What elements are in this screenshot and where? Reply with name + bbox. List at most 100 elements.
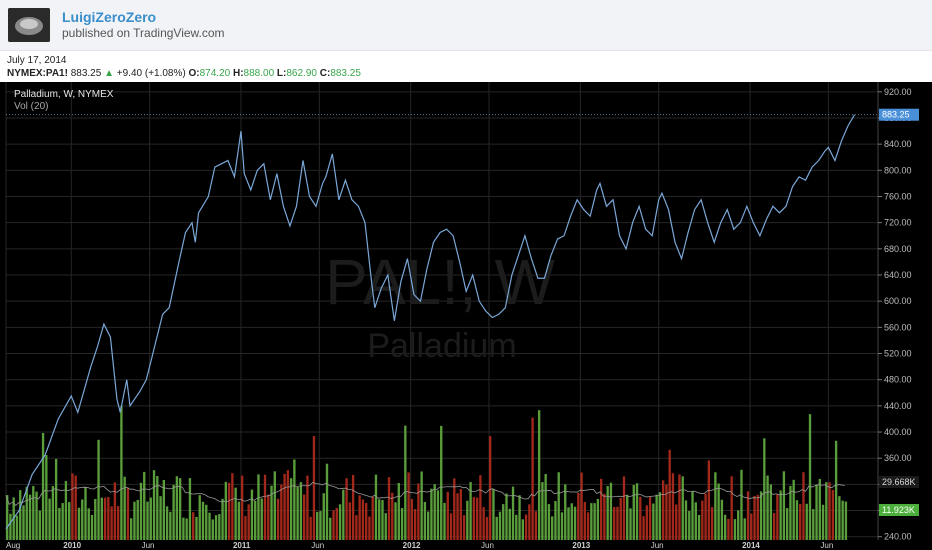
volume-bar	[270, 485, 273, 540]
price-tick-label: 480.00	[884, 375, 912, 385]
volume-bar	[25, 486, 28, 540]
volume-bar	[130, 518, 133, 540]
volume-bar	[302, 494, 306, 540]
volume-bar	[32, 486, 35, 540]
volume-bar	[808, 414, 812, 540]
price-tick-label: 400.00	[884, 427, 912, 437]
author-avatar[interactable]	[8, 8, 50, 42]
volume-bar	[622, 476, 626, 540]
volume-bar	[485, 516, 489, 540]
volume-bar	[772, 513, 776, 540]
volume-bar	[635, 483, 639, 540]
low-value: 862.90	[286, 68, 317, 79]
volume-bar	[407, 472, 410, 540]
volume-bar	[15, 515, 19, 540]
time-tick-label: Jun	[481, 541, 494, 550]
volume-bar	[364, 503, 368, 540]
price-line	[5, 114, 856, 530]
volume-bar	[394, 502, 397, 540]
volume-bar	[110, 506, 113, 540]
volume-bar	[54, 458, 58, 540]
volume-bar	[254, 500, 257, 540]
volume-bar	[475, 497, 479, 540]
volume-bar	[68, 502, 71, 540]
volume-bar	[456, 493, 459, 540]
volume-bar	[707, 460, 711, 540]
volume-bar	[371, 496, 374, 540]
last-price: 883.25	[70, 68, 102, 79]
volume-bar	[192, 512, 195, 540]
volume-ma-line	[5, 481, 845, 507]
volume-bar	[348, 502, 352, 540]
volume-bar	[38, 510, 41, 540]
volume-bar	[521, 519, 524, 540]
volume-bar	[652, 503, 655, 540]
volume-bar	[240, 475, 244, 540]
volume-bar	[120, 406, 123, 540]
volume-bar	[541, 482, 544, 540]
published-on-label: published on TradingView.com	[62, 26, 225, 40]
volume-bar	[335, 507, 338, 540]
volume-bar	[90, 515, 94, 540]
volume-last-badge: 11.923K	[882, 505, 915, 515]
volume-bar	[306, 475, 309, 540]
close-value: 883.25	[330, 68, 361, 79]
volume-bar	[169, 511, 172, 540]
author-name-link[interactable]: LuigiZeroZero	[62, 9, 157, 25]
volume-bar	[273, 471, 276, 540]
volume-bar	[701, 500, 704, 540]
volume-bar	[616, 506, 619, 540]
volume-bar	[492, 488, 495, 540]
volume-bar	[743, 518, 746, 540]
volume-bar	[384, 513, 387, 540]
high-value: 888.00	[243, 68, 275, 79]
volume-bar	[799, 503, 802, 540]
volume-bar	[606, 486, 609, 540]
volume-bar	[61, 503, 64, 540]
volume-bar	[325, 463, 329, 540]
volume-bar	[466, 500, 469, 540]
price-chart[interactable]: PAL!, W Palladium Palladium, W, NYMEX Vo…	[0, 82, 932, 550]
volume-bar	[462, 515, 466, 540]
volume-bar	[71, 473, 74, 540]
volume-last-badge-box	[879, 504, 919, 516]
time-tick-label: Jun	[820, 541, 833, 550]
volume-bar	[319, 511, 322, 540]
volume-bar	[802, 472, 805, 540]
volume-bar	[361, 499, 365, 540]
snapshot-date: July 17, 2014	[7, 55, 67, 66]
open-value: 874.20	[199, 68, 231, 79]
volume-bar	[586, 512, 590, 540]
price-tick-label: 560.00	[884, 322, 912, 332]
volume-bar	[498, 511, 502, 540]
volume-bar	[77, 507, 81, 540]
volume-bar	[355, 515, 358, 540]
price-change: +9.40 (+1.08%)	[116, 68, 186, 79]
volume-bar	[22, 505, 25, 540]
volume-bar	[710, 507, 714, 540]
volume-bar	[214, 515, 218, 540]
price-tick-label: 680.00	[884, 244, 912, 254]
volume-bar	[81, 499, 84, 540]
price-tick-label: 920.00	[884, 87, 912, 97]
volume-bar	[263, 474, 267, 540]
volume-bar	[400, 508, 404, 540]
volume-bar	[518, 495, 521, 540]
volume-bar	[260, 498, 263, 540]
volume-bar	[299, 482, 303, 540]
volume-bar	[58, 507, 61, 540]
price-axis-panel	[878, 82, 932, 540]
volume-bar	[834, 440, 838, 540]
volume-bar	[825, 482, 828, 540]
volume-bar	[838, 496, 841, 540]
close-label: C:	[319, 68, 331, 79]
volume-bar	[818, 478, 821, 540]
volume-bar	[443, 502, 446, 540]
volume-bar	[152, 470, 156, 540]
volume-bar	[397, 483, 400, 540]
price-tick-label: 240.00	[884, 532, 912, 542]
publisher-header: LuigiZeroZero published on TradingView.c…	[0, 0, 932, 51]
volume-bar	[342, 489, 345, 540]
volume-bar	[554, 501, 557, 540]
volume-bar	[198, 495, 201, 540]
